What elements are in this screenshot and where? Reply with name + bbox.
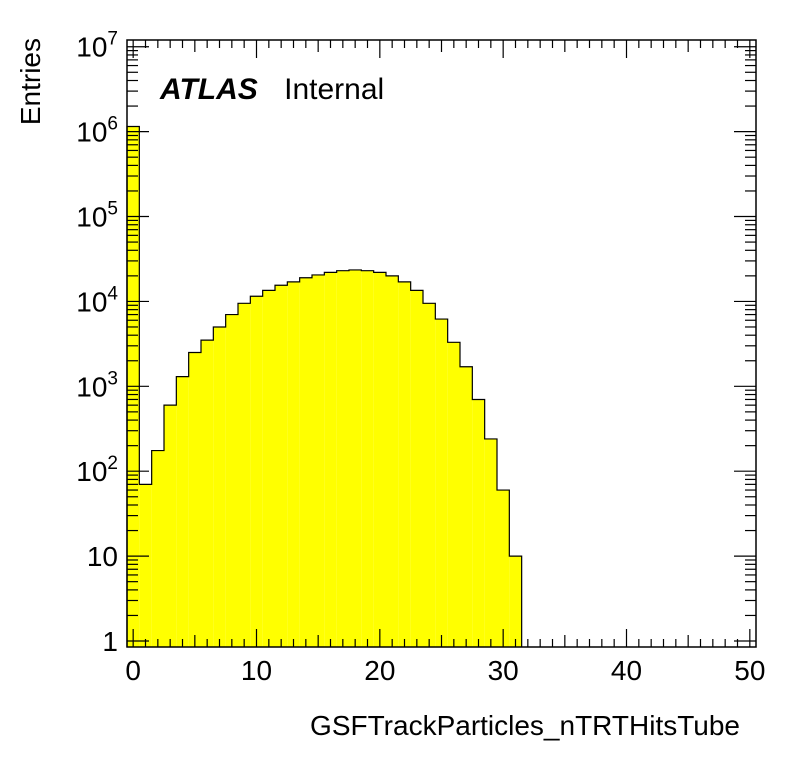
histogram-bar: [262, 290, 275, 647]
histogram-bars: [127, 126, 522, 647]
y-tick-label: 1: [102, 626, 118, 657]
histogram-bar: [497, 490, 510, 647]
x-axis-ticks: [132, 40, 751, 647]
y-tick-label: 103: [76, 368, 118, 402]
y-tick-label: 106: [76, 114, 118, 148]
y-tick-label: 10: [87, 541, 118, 572]
x-axis-label: GSFTrackParticles_nTRTHitsTube: [310, 710, 740, 741]
histogram-bar: [188, 352, 201, 647]
histogram-bar: [164, 405, 177, 647]
x-tick-label: 50: [734, 655, 765, 686]
histogram-bar: [299, 277, 312, 647]
histogram-bar: [460, 366, 473, 647]
x-tick-label: 10: [241, 655, 272, 686]
histogram-bar: [250, 296, 263, 647]
histogram-bar: [349, 269, 362, 647]
histogram-bar: [324, 272, 337, 647]
histogram-bar: [336, 270, 349, 647]
y-axis-label: Entries: [15, 38, 46, 125]
histogram-bar: [312, 274, 325, 647]
y-tick-label: 107: [76, 29, 118, 63]
y-tick-label: 104: [76, 283, 118, 317]
x-tick-label: 30: [488, 655, 519, 686]
histogram-bar: [410, 290, 423, 647]
histogram-bar: [509, 556, 522, 647]
histogram-bar: [361, 270, 374, 647]
y-tick-label: 102: [76, 453, 118, 487]
histogram-bar: [447, 342, 460, 647]
x-tick-label: 20: [364, 655, 395, 686]
x-tick-label: 40: [611, 655, 642, 686]
histogram-bar: [287, 281, 300, 647]
histogram-bar: [472, 399, 485, 647]
y-axis-ticks: [127, 46, 756, 642]
y-tick-label: 105: [76, 199, 118, 233]
histogram-bar: [176, 376, 189, 647]
histogram-bar: [386, 275, 399, 647]
histogram-bar: [139, 484, 152, 647]
y-axis-tick-labels: 1 10 102 103 104 105 106 107: [76, 29, 118, 657]
x-axis-tick-labels: 0 10 20 30 40 50: [125, 655, 765, 686]
histogram-bar: [275, 285, 288, 647]
histogram-bar: [201, 340, 214, 647]
histogram-bar: [225, 314, 238, 647]
histogram-bar: [484, 438, 497, 647]
histogram-bar: [213, 326, 226, 647]
histogram-bar: [435, 319, 448, 647]
histogram-bar: [238, 303, 251, 647]
histogram-outline: [126, 125, 523, 647]
histogram-bar: [151, 450, 164, 647]
histogram-bar: [423, 303, 436, 647]
atlas-label: ATLAS Internal: [159, 73, 384, 106]
x-tick-label: 0: [125, 655, 141, 686]
histogram-bar: [398, 281, 411, 647]
histogram-bar: [373, 272, 386, 647]
atlas-bold-text: ATLAS: [159, 73, 258, 106]
atlas-internal-text: Internal: [284, 73, 384, 106]
